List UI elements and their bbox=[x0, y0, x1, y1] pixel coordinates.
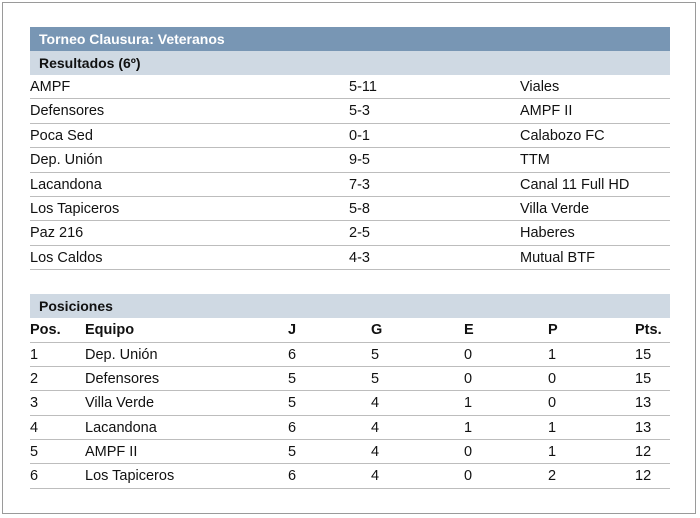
standings-row: 1 Dep. Unión 6 5 0 1 15 bbox=[30, 343, 670, 367]
results-heading: Resultados (6º) bbox=[30, 51, 670, 75]
played: 6 bbox=[288, 346, 297, 363]
home-team: Los Caldos bbox=[30, 249, 103, 266]
lost: 2 bbox=[548, 468, 557, 485]
position: 1 bbox=[30, 346, 39, 363]
home-team: Defensores bbox=[30, 103, 105, 120]
col-team-header: Equipo bbox=[85, 322, 135, 339]
section-gap bbox=[30, 270, 670, 294]
col-pos-header: Pos. bbox=[30, 322, 61, 339]
match-score: 0-1 bbox=[349, 127, 370, 144]
won: 5 bbox=[371, 370, 380, 387]
played: 6 bbox=[288, 419, 297, 436]
drawn: 0 bbox=[464, 370, 473, 387]
points: 15 bbox=[635, 370, 652, 387]
standings-header-row: Pos. Equipo J G E P Pts. bbox=[30, 318, 670, 343]
away-team: Canal 11 Full HD bbox=[520, 176, 630, 193]
away-team: Villa Verde bbox=[520, 200, 590, 217]
played: 6 bbox=[288, 468, 297, 485]
won: 5 bbox=[371, 346, 380, 363]
home-team: AMPF bbox=[30, 79, 71, 95]
position: 6 bbox=[30, 468, 39, 485]
position: 3 bbox=[30, 395, 39, 412]
result-row: Dep. Unión 9-5 TTM bbox=[30, 148, 670, 173]
drawn: 0 bbox=[464, 444, 473, 461]
standings-row: 3 Villa Verde 5 4 1 0 13 bbox=[30, 391, 670, 416]
results-table: AMPF 5-11 Viales Defensores 5-3 AMPF II … bbox=[30, 75, 670, 271]
points: 15 bbox=[635, 346, 652, 363]
standings-heading: Posiciones bbox=[30, 294, 670, 319]
home-team: Lacandona bbox=[30, 176, 102, 193]
away-team: Calabozo FC bbox=[520, 127, 605, 144]
drawn: 1 bbox=[464, 395, 473, 412]
match-score: 2-5 bbox=[349, 225, 370, 242]
drawn: 0 bbox=[464, 346, 473, 363]
points: 12 bbox=[635, 468, 652, 485]
position: 5 bbox=[30, 444, 39, 461]
tournament-panel: Torneo Clausura: Veteranos Resultados (6… bbox=[30, 27, 670, 489]
col-played-header: J bbox=[288, 322, 297, 339]
won: 4 bbox=[371, 444, 380, 461]
played: 5 bbox=[288, 370, 297, 387]
position: 2 bbox=[30, 370, 39, 387]
team-name: AMPF II bbox=[85, 444, 138, 461]
standings-row: 4 Lacandona 6 4 1 1 13 bbox=[30, 416, 670, 441]
col-drawn-header: E bbox=[464, 322, 474, 339]
away-team: Haberes bbox=[520, 225, 575, 242]
home-team: Los Tapiceros bbox=[30, 200, 120, 217]
drawn: 1 bbox=[464, 419, 473, 436]
result-row: Poca Sed 0-1 Calabozo FC bbox=[30, 124, 670, 149]
result-row: Los Tapiceros 5-8 Villa Verde bbox=[30, 197, 670, 222]
points: 13 bbox=[635, 395, 652, 412]
match-score: 5-8 bbox=[349, 200, 370, 217]
result-row: AMPF 5-11 Viales bbox=[30, 75, 670, 100]
played: 5 bbox=[288, 395, 297, 412]
points: 13 bbox=[635, 419, 652, 436]
match-score: 5-3 bbox=[349, 103, 370, 120]
drawn: 0 bbox=[464, 468, 473, 485]
home-team: Paz 216 bbox=[30, 225, 84, 242]
match-score: 7-3 bbox=[349, 176, 370, 193]
home-team: Dep. Unión bbox=[30, 152, 103, 169]
won: 4 bbox=[371, 419, 380, 436]
page-frame bbox=[2, 2, 696, 514]
lost: 1 bbox=[548, 419, 557, 436]
col-lost-header: P bbox=[548, 322, 558, 339]
team-name: Dep. Unión bbox=[85, 346, 158, 363]
match-score: 9-5 bbox=[349, 152, 370, 169]
lost: 0 bbox=[548, 370, 557, 387]
result-row: Lacandona 7-3 Canal 11 Full HD bbox=[30, 173, 670, 197]
won: 4 bbox=[371, 395, 380, 412]
position: 4 bbox=[30, 419, 39, 436]
team-name: Los Tapiceros bbox=[85, 468, 175, 485]
standings-row: 6 Los Tapiceros 6 4 0 2 12 bbox=[30, 464, 670, 489]
tournament-title: Torneo Clausura: Veteranos bbox=[30, 27, 670, 51]
points: 12 bbox=[635, 444, 652, 461]
standings-row: 5 AMPF II 5 4 0 1 12 bbox=[30, 440, 670, 465]
result-row: Defensores 5-3 AMPF II bbox=[30, 99, 670, 124]
lost: 1 bbox=[548, 346, 557, 363]
standings-table: Pos. Equipo J G E P Pts. 1 Dep. Unión 6 … bbox=[30, 318, 670, 489]
col-won-header: G bbox=[371, 322, 383, 339]
match-score: 5-11 bbox=[349, 79, 377, 95]
team-name: Lacandona bbox=[85, 419, 157, 436]
col-points-header: Pts. bbox=[635, 322, 662, 339]
result-row: Los Caldos 4-3 Mutual BTF bbox=[30, 246, 670, 271]
lost: 1 bbox=[548, 444, 557, 461]
lost: 0 bbox=[548, 395, 557, 412]
away-team: AMPF II bbox=[520, 103, 573, 120]
won: 4 bbox=[371, 468, 380, 485]
team-name: Villa Verde bbox=[85, 395, 155, 412]
standings-row: 2 Defensores 5 5 0 0 15 bbox=[30, 367, 670, 392]
away-team: Viales bbox=[520, 79, 560, 95]
match-score: 4-3 bbox=[349, 249, 370, 266]
away-team: TTM bbox=[520, 152, 550, 169]
home-team: Poca Sed bbox=[30, 127, 93, 144]
away-team: Mutual BTF bbox=[520, 249, 595, 266]
team-name: Defensores bbox=[85, 370, 160, 387]
result-row: Paz 216 2-5 Haberes bbox=[30, 221, 670, 246]
played: 5 bbox=[288, 444, 297, 461]
